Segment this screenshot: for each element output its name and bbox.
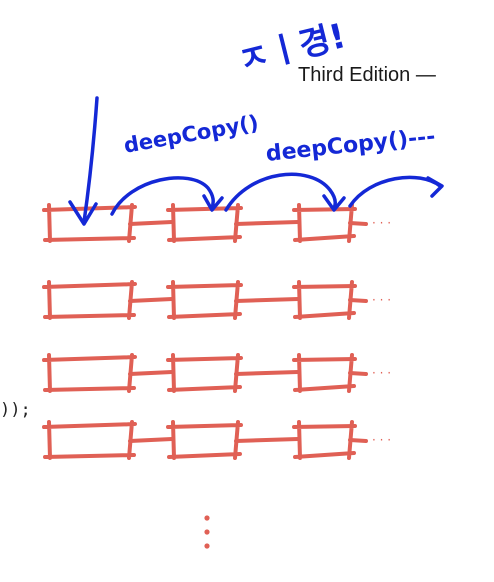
copy-arc-3 [348, 175, 442, 208]
list-node-box [166, 280, 243, 320]
code-fragment: )); [0, 400, 31, 420]
node-link [348, 221, 368, 226]
copy-arc-1 [110, 176, 215, 216]
node-link [234, 297, 300, 303]
list-row: · · · [42, 280, 391, 320]
linked-list-grid: · · · · · · · · · · · · [42, 203, 391, 549]
copy-arc-3-head [426, 176, 444, 198]
edition-heading: Third Edition — [298, 64, 436, 86]
list-node-box [42, 280, 137, 320]
down-arrow-head [68, 200, 98, 226]
copy-arc-1-head [202, 194, 224, 212]
node-link [234, 220, 300, 226]
node-link [128, 437, 174, 443]
list-node-box [292, 353, 357, 393]
list-row: · · · [42, 420, 391, 460]
copy-arc-2 [224, 172, 337, 212]
node-link [128, 220, 174, 226]
list-node-box [166, 353, 243, 393]
list-node-box [166, 420, 243, 460]
node-link [128, 370, 174, 376]
list-row: · · · [42, 203, 391, 243]
continuation-dots: · · · [372, 366, 391, 380]
node-link [234, 370, 300, 376]
down-arrow-shaft [82, 96, 99, 224]
node-link [348, 371, 368, 376]
node-link [348, 298, 368, 303]
continuation-dots: · · · [372, 433, 391, 447]
list-node-box [42, 420, 137, 460]
list-node-box [42, 203, 137, 243]
list-node-box [42, 353, 137, 393]
vertical-continuation-dots [204, 515, 210, 549]
node-link [128, 297, 174, 303]
list-node-box [292, 203, 357, 243]
continuation-dots: · · · [372, 216, 391, 230]
list-node-box [166, 203, 243, 243]
copy-arc-2-head [322, 194, 346, 212]
blue-ink-arrows [68, 96, 444, 226]
list-node-box [292, 420, 357, 460]
continuation-dots: · · · [372, 293, 391, 307]
list-node-box [292, 280, 357, 320]
node-link [234, 437, 300, 443]
list-row: · · · [42, 353, 391, 393]
node-link [348, 438, 368, 443]
